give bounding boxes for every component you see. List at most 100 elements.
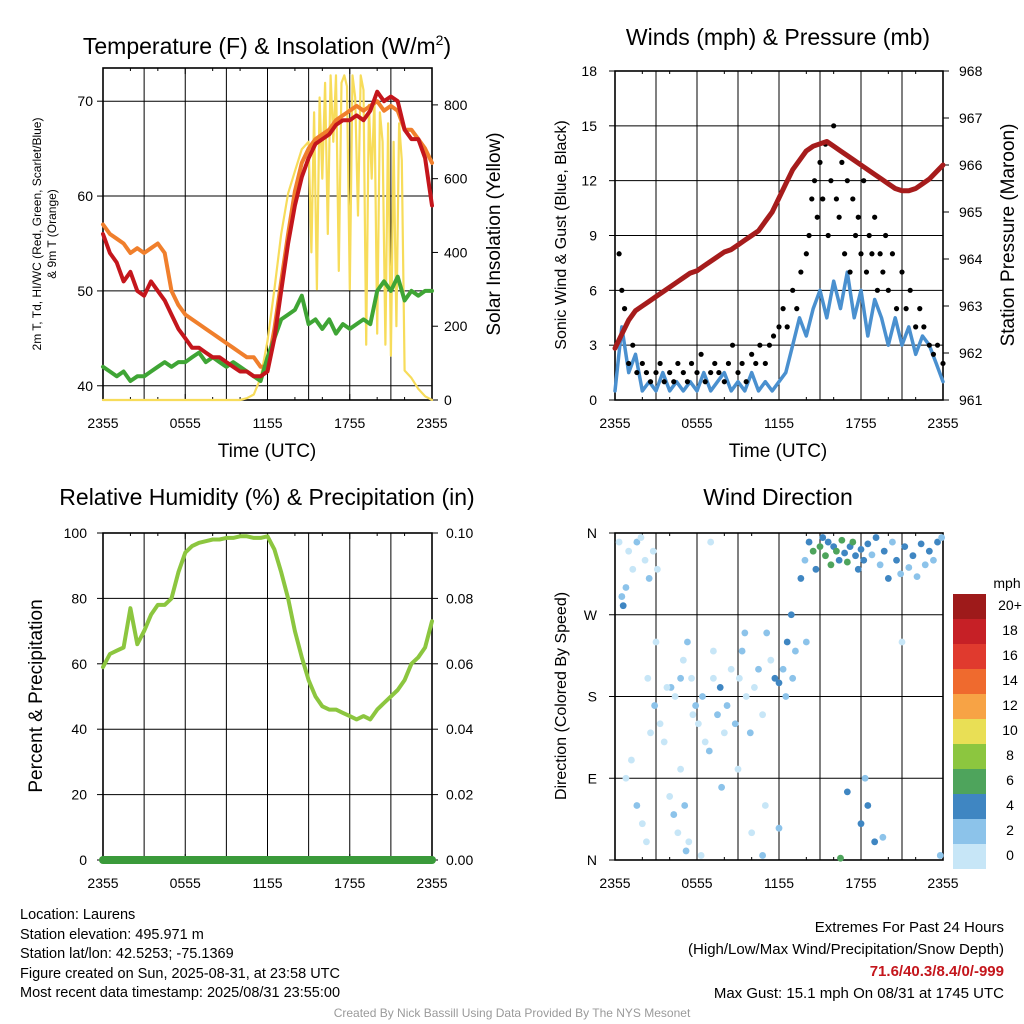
direction-point [905, 564, 913, 571]
gust-point [847, 269, 853, 275]
colorbar-label-1: 18 [1002, 622, 1018, 638]
gust-point [913, 324, 919, 330]
y-tick-label-2-2: 40 [71, 721, 87, 737]
direction-point [685, 838, 693, 846]
gust-point [921, 324, 927, 330]
direction-point [671, 693, 679, 700]
direction-point [735, 674, 743, 682]
colorbar-title: mph [993, 575, 1020, 591]
direction-point [684, 638, 691, 646]
y-tick-label-0-3: 70 [77, 93, 93, 109]
gust-point [926, 342, 932, 348]
direction-point [628, 756, 635, 764]
direction-point [767, 656, 775, 664]
gust-point [675, 360, 681, 367]
colorbar-label-4: 12 [1002, 697, 1018, 713]
colorbar-label-0: 20+ [998, 597, 1022, 613]
gust-point [639, 360, 645, 367]
x-axis-label-1: Time (UTC) [729, 441, 828, 462]
direction-point [930, 556, 937, 564]
colorbar-swatch [953, 594, 986, 619]
gust-point [852, 232, 859, 239]
direction-point [893, 556, 900, 564]
colorbar-swatch [953, 794, 986, 819]
direction-point [837, 854, 844, 862]
gust-point [702, 379, 708, 385]
gust-point [872, 214, 878, 220]
y2-tick-label-2-2: 0.04 [446, 721, 473, 737]
y2-tick-label-1-5: 966 [959, 157, 983, 173]
gust-point [694, 369, 700, 376]
direction-point [731, 720, 739, 728]
x-tick-label-1-0: 2355 [599, 415, 630, 431]
gust-point [671, 379, 677, 385]
y-axis-label-2: Percent & Precipitation [26, 599, 47, 792]
direction-point [801, 556, 809, 564]
gust-point [934, 342, 941, 348]
direction-point [852, 552, 859, 560]
direction-point [775, 824, 783, 832]
y-tick-label-0-1: 50 [77, 283, 93, 299]
direction-point [868, 551, 876, 559]
station-elevation: Station elevation: 495.971 m [20, 926, 204, 943]
gust-point [828, 178, 834, 184]
direction-point [854, 565, 862, 573]
gust-point [907, 287, 913, 293]
insolation-line [101, 74, 434, 402]
direction-point [710, 674, 717, 682]
credit-footer: Created By Nick Bassill Using Data Provi… [333, 1006, 691, 1020]
x-tick-label-3-4: 2355 [927, 875, 958, 891]
gust-point [626, 360, 632, 367]
gust-point [833, 196, 840, 202]
y2-axis-label-1: Station Pressure (Maroon) [998, 124, 1019, 347]
chart-title-temperature-sup: 2 [436, 32, 444, 48]
colorbar-label-10: 0 [1006, 847, 1014, 863]
figure-created: Figure created on Sun, 2025-08-31, at 23… [20, 965, 340, 982]
direction-point [751, 684, 758, 691]
gust-point [794, 306, 800, 312]
colorbar-label-8: 4 [1006, 797, 1014, 813]
direction-point [741, 629, 749, 637]
direction-point [876, 561, 884, 569]
direction-point [819, 534, 827, 541]
direction-point [734, 765, 742, 773]
x-tick-label-2-0: 2355 [87, 875, 118, 891]
direction-point [925, 547, 933, 555]
colorbar-label-9: 2 [1006, 822, 1014, 838]
direction-point [625, 547, 633, 555]
colorbar-swatch [953, 769, 986, 794]
sonic-wind-line [613, 270, 945, 393]
colorbar-swatch [953, 719, 986, 744]
y2-tick-label-1-6: 967 [959, 110, 983, 126]
direction-point [816, 543, 824, 551]
gust-point [743, 379, 749, 385]
direction-point [763, 629, 771, 637]
gust-point [861, 178, 867, 184]
gust-point [930, 351, 937, 357]
direction-point [759, 852, 766, 859]
y2-tick-label-2-5: 0.10 [446, 525, 473, 541]
direction-point [797, 575, 805, 582]
gust-point [842, 251, 848, 257]
station-latlon: Station lat/lon: 42.5253; -75.1369 [20, 946, 234, 962]
gust-point [877, 251, 883, 257]
y-tick-label-2-4: 80 [71, 590, 87, 606]
direction-point [677, 765, 684, 773]
direction-point [917, 540, 925, 548]
gust-point [836, 214, 842, 220]
direction-point [742, 693, 750, 700]
colorbar-label-7: 6 [1006, 772, 1014, 788]
direction-point [909, 552, 917, 560]
colorbar-label-5: 10 [1002, 722, 1018, 738]
colorbar-label-6: 8 [1006, 747, 1014, 763]
direction-point [861, 774, 869, 782]
direction-point [934, 538, 941, 546]
y2-tick-label-1-2: 963 [959, 298, 983, 314]
gust-point [762, 360, 768, 367]
direction-point [641, 556, 649, 564]
x-tick-label-3-2: 1155 [764, 875, 794, 891]
y-tick-label-1-2: 6 [589, 282, 597, 298]
gust-point [798, 269, 804, 275]
direction-point [761, 802, 769, 809]
